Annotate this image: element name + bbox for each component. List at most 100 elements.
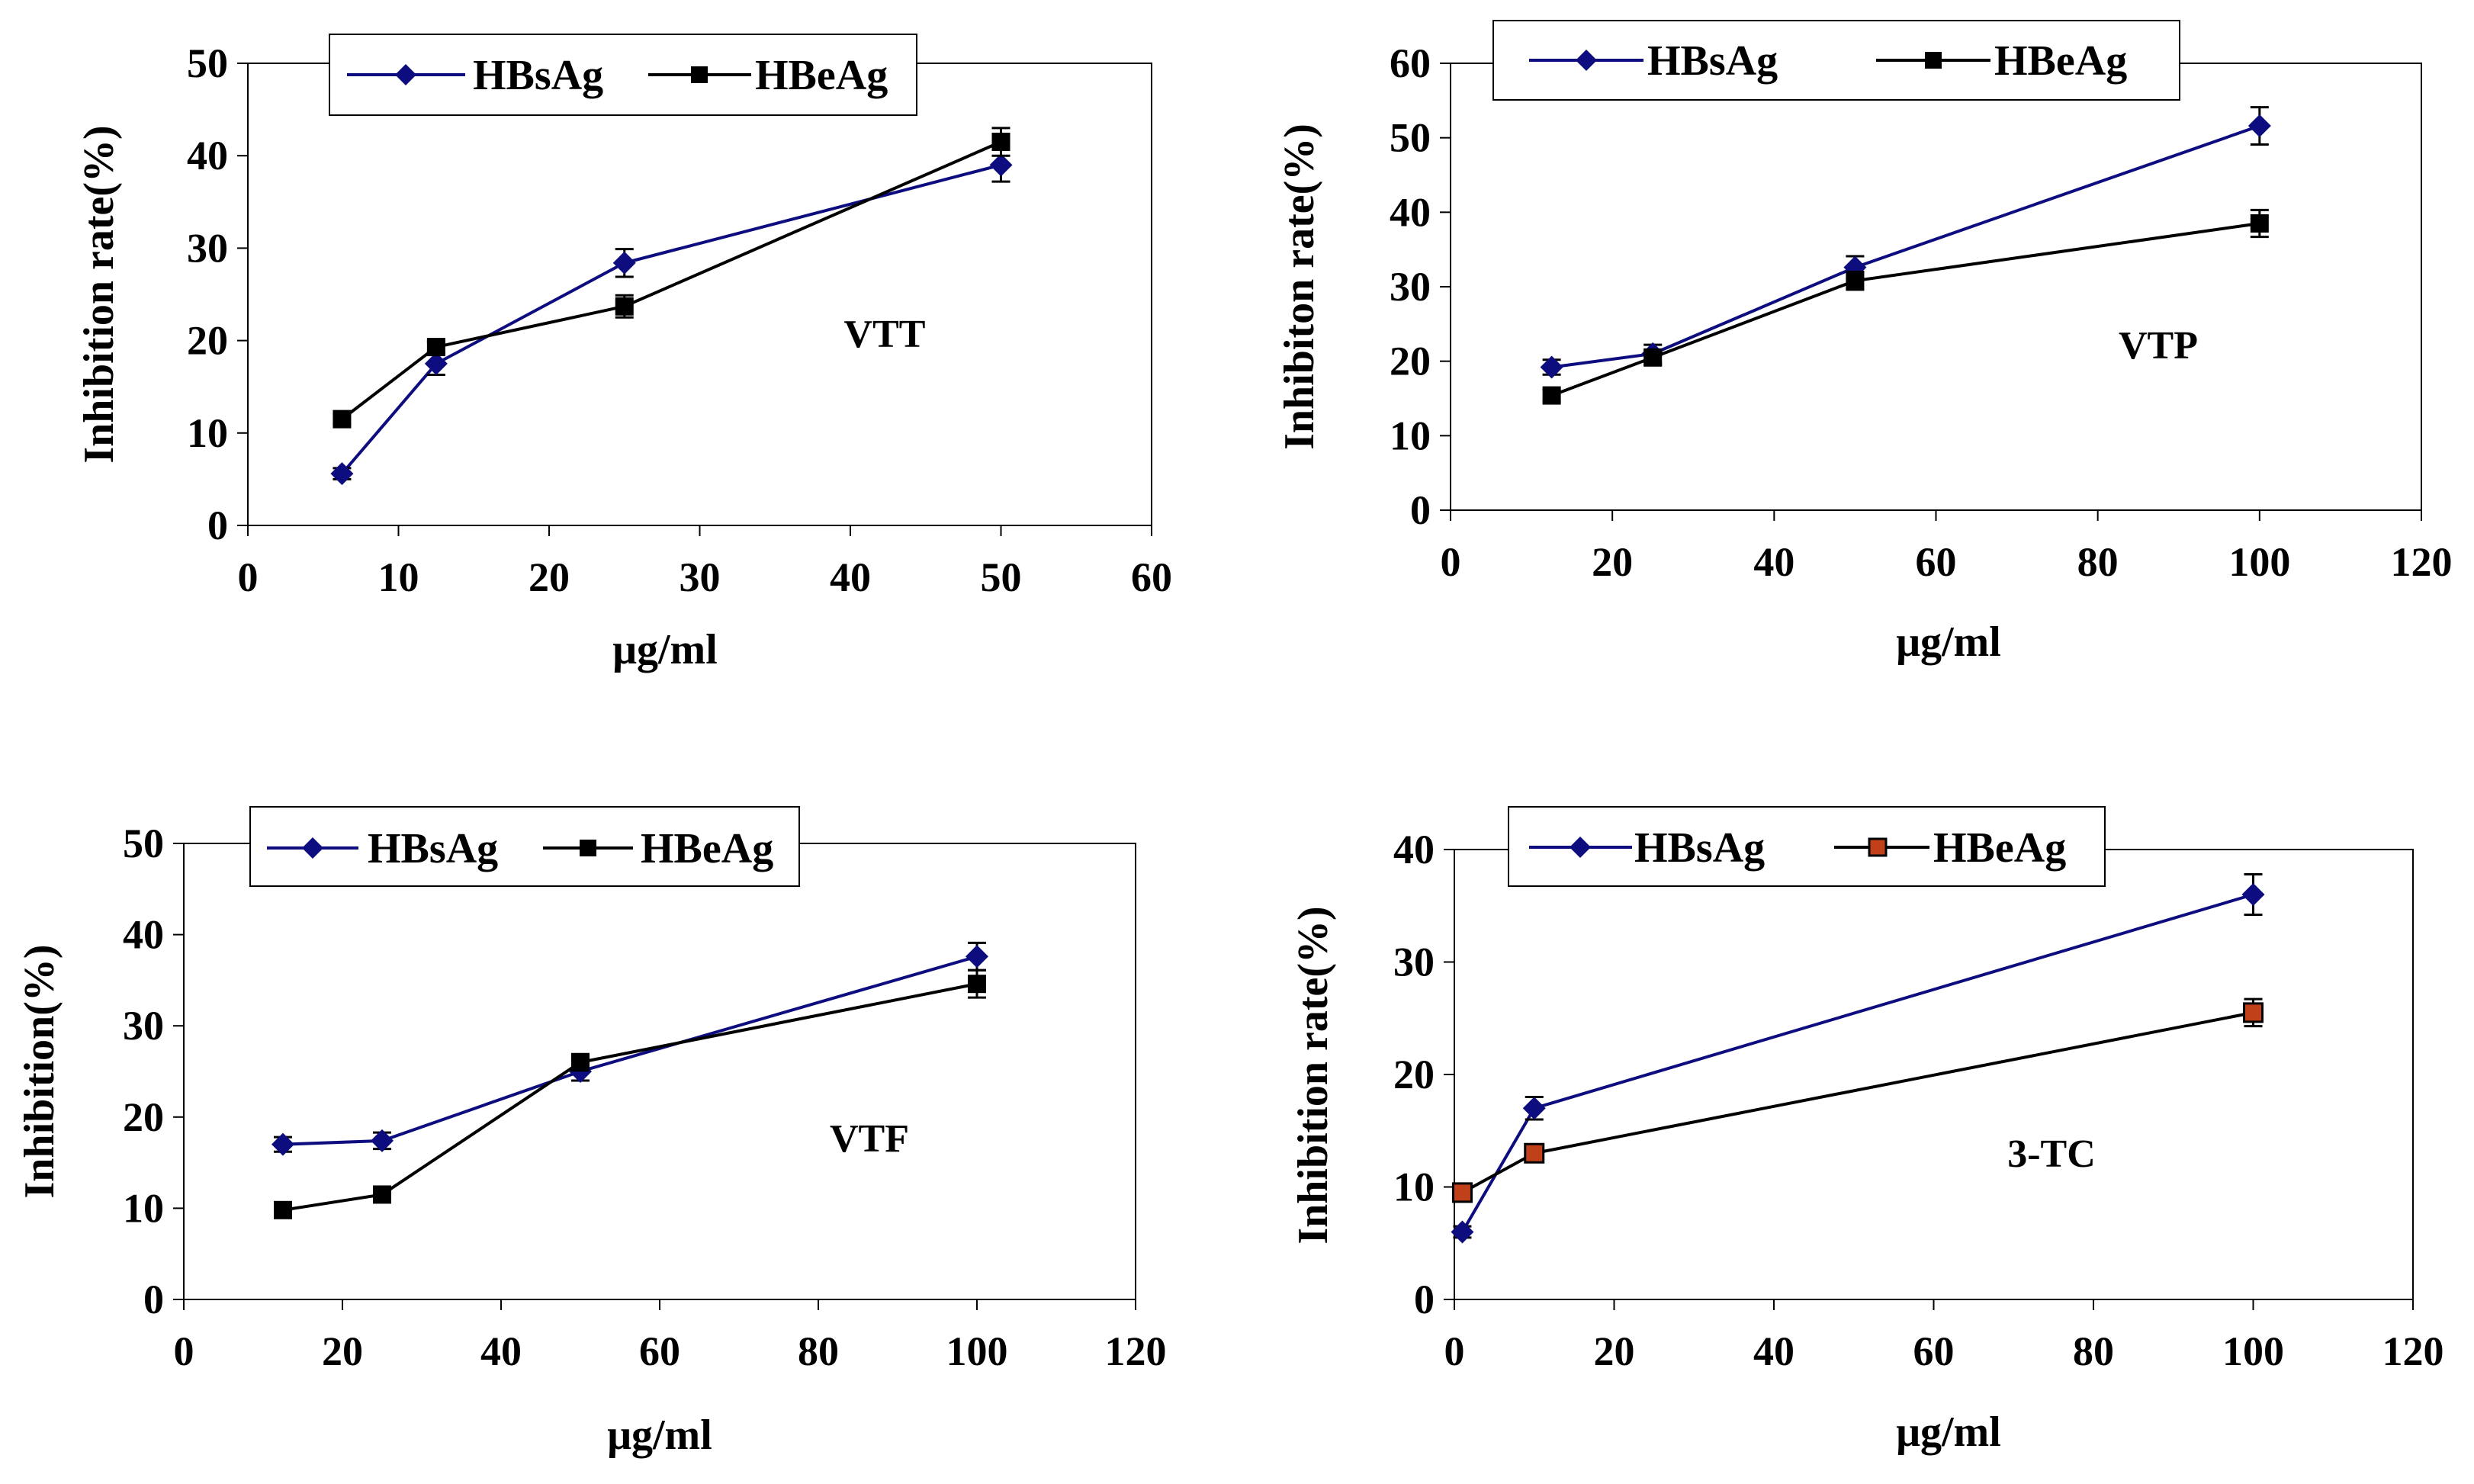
legend-hbeag-square-icon (1925, 52, 1942, 69)
y-tick-label: 10 (187, 410, 228, 456)
legend-hbsag-diamond-icon (1570, 837, 1591, 858)
panel-vtp: Inhibiton rate(%) μg/ml VTP 0 10 20 30 40 50 6… (1276, 20, 2453, 666)
x-tick-label: 100 (2228, 539, 2290, 585)
plot-frame (183, 843, 1136, 1300)
hbeag-point (274, 1200, 292, 1219)
hbeag-point (1542, 386, 1561, 405)
hbsag-point (1451, 1220, 1474, 1244)
y-tick-label: 10 (1390, 413, 1431, 458)
hbeag-point (2250, 214, 2269, 233)
x-tick-label: 100 (946, 1328, 1008, 1374)
legend-hbsag-diamond-icon (395, 64, 416, 85)
hbeag-point (426, 338, 445, 357)
panel-annotation: VTT (844, 313, 926, 356)
hbsag-point (966, 945, 988, 968)
hbeag-series-line (341, 140, 1002, 421)
y-axis-label: Inhibiton rate(%) (1276, 124, 1323, 450)
y-axis-label: Inhibition(%) (16, 945, 63, 1199)
y-tick-label: 40 (1393, 827, 1435, 872)
y-tick-label: 20 (187, 318, 228, 364)
x-tick-label: 20 (529, 554, 570, 600)
y-axis-label: Inhibition rate(%) (76, 125, 123, 463)
y-tick-label: 10 (123, 1185, 164, 1231)
legend-hbsag-label: HBsAg (1634, 824, 1765, 872)
hbsag-series-line (1551, 124, 2260, 369)
panel-vtt: Inhibition rate(%) μg/ml VTT 0 10 20 30 40 50… (76, 34, 1172, 673)
hbeag-series-line (1550, 222, 2260, 397)
hbeag-series-line (282, 982, 978, 1212)
x-tick-label: 40 (480, 1328, 522, 1374)
hbeag-point (2243, 1002, 2264, 1023)
y-tick-label: 40 (123, 912, 164, 958)
x-axis-label: μg/ml (1896, 618, 2001, 666)
hbeag-point (968, 975, 986, 994)
legend: HBsAg HBeAg (249, 806, 800, 887)
hbeag-point (1451, 1182, 1473, 1203)
x-tick-label: 10 (378, 554, 419, 600)
y-tick-label: 20 (1390, 339, 1431, 384)
y-tick-label: 50 (123, 821, 164, 866)
x-tick-label: 120 (2382, 1328, 2444, 1374)
x-tick-label: 0 (238, 554, 259, 600)
panel-vtf: Inhibition(%) μg/ml VTF 0 10 20 30 40 50 0 20 40… (16, 806, 1167, 1459)
hbeag-point (991, 133, 1010, 152)
x-axis-label: μg/ml (1896, 1409, 2001, 1456)
hbeag-point (333, 410, 352, 429)
plot-frame (1450, 63, 2422, 511)
legend-hbeag-label: HBeAg (641, 825, 773, 872)
x-tick-label: 40 (1753, 539, 1794, 585)
hbeag-point (1643, 348, 1663, 367)
hbeag-point (373, 1185, 391, 1204)
x-axis-label: μg/ml (607, 1412, 712, 1459)
y-tick-label: 20 (1393, 1052, 1435, 1097)
legend-hbsag-label: HBsAg (473, 52, 603, 99)
x-tick-label: 20 (1592, 539, 1633, 585)
hbsag-series-line (282, 955, 978, 1146)
x-tick-label: 60 (639, 1328, 680, 1374)
y-tick-label: 30 (1390, 264, 1431, 310)
hbsag-point (424, 352, 448, 375)
y-tick-label: 40 (1390, 189, 1431, 235)
legend-hbeag-square-icon (1868, 837, 1888, 857)
panel-annotation: VTF (830, 1117, 909, 1161)
hbsag-series-line (1460, 893, 2254, 1233)
legend-hbsag-diamond-icon (1576, 50, 1597, 71)
hbeag-point (571, 1053, 590, 1072)
y-tick-label: 0 (207, 503, 228, 548)
plot-frame (247, 63, 1152, 526)
panel-annotation: VTP (2119, 324, 2198, 368)
legend-hbeag-square-icon (580, 840, 596, 856)
legend: HBsAg HBeAg (1492, 20, 2180, 101)
y-axis-label: Inhibition rate(%) (1290, 906, 1337, 1244)
x-tick-label: 20 (322, 1328, 363, 1374)
legend-hbeag-label: HBeAg (1994, 37, 2127, 85)
legend: HBsAg HBeAg (1508, 806, 2106, 887)
x-tick-label: 40 (1753, 1328, 1794, 1374)
x-tick-label: 100 (2222, 1328, 2284, 1374)
y-tick-label: 30 (1393, 940, 1435, 985)
x-tick-label: 50 (981, 554, 1022, 600)
y-tick-label: 40 (187, 133, 228, 178)
x-tick-label: 80 (2073, 1328, 2114, 1374)
hbsag-point (271, 1132, 294, 1156)
legend-hbeag-square-icon (691, 66, 708, 83)
y-tick-label: 0 (1410, 487, 1431, 533)
x-tick-label: 120 (1105, 1328, 1167, 1374)
y-tick-label: 30 (123, 1003, 164, 1049)
hbsag-point (2241, 883, 2265, 906)
hbsag-point (989, 153, 1013, 177)
x-tick-label: 60 (1916, 539, 1957, 585)
x-tick-label: 0 (1444, 1328, 1465, 1374)
y-tick-label: 0 (1414, 1277, 1435, 1322)
x-tick-label: 120 (2391, 539, 2453, 585)
y-tick-label: 30 (187, 225, 228, 271)
hbeag-point (615, 297, 634, 316)
x-tick-label: 60 (1131, 554, 1172, 600)
hbsag-point (330, 462, 354, 486)
legend-hbsag-label: HBsAg (368, 825, 498, 872)
legend-hbsag-label: HBsAg (1647, 37, 1778, 85)
x-tick-label: 80 (2077, 539, 2119, 585)
hbsag-series-line (340, 163, 1002, 475)
hbsag-point (2247, 114, 2271, 138)
panel-3tc: Inhibition rate(%) μg/ml 3-TC 0 10 20 30 40 0… (1290, 806, 2444, 1456)
